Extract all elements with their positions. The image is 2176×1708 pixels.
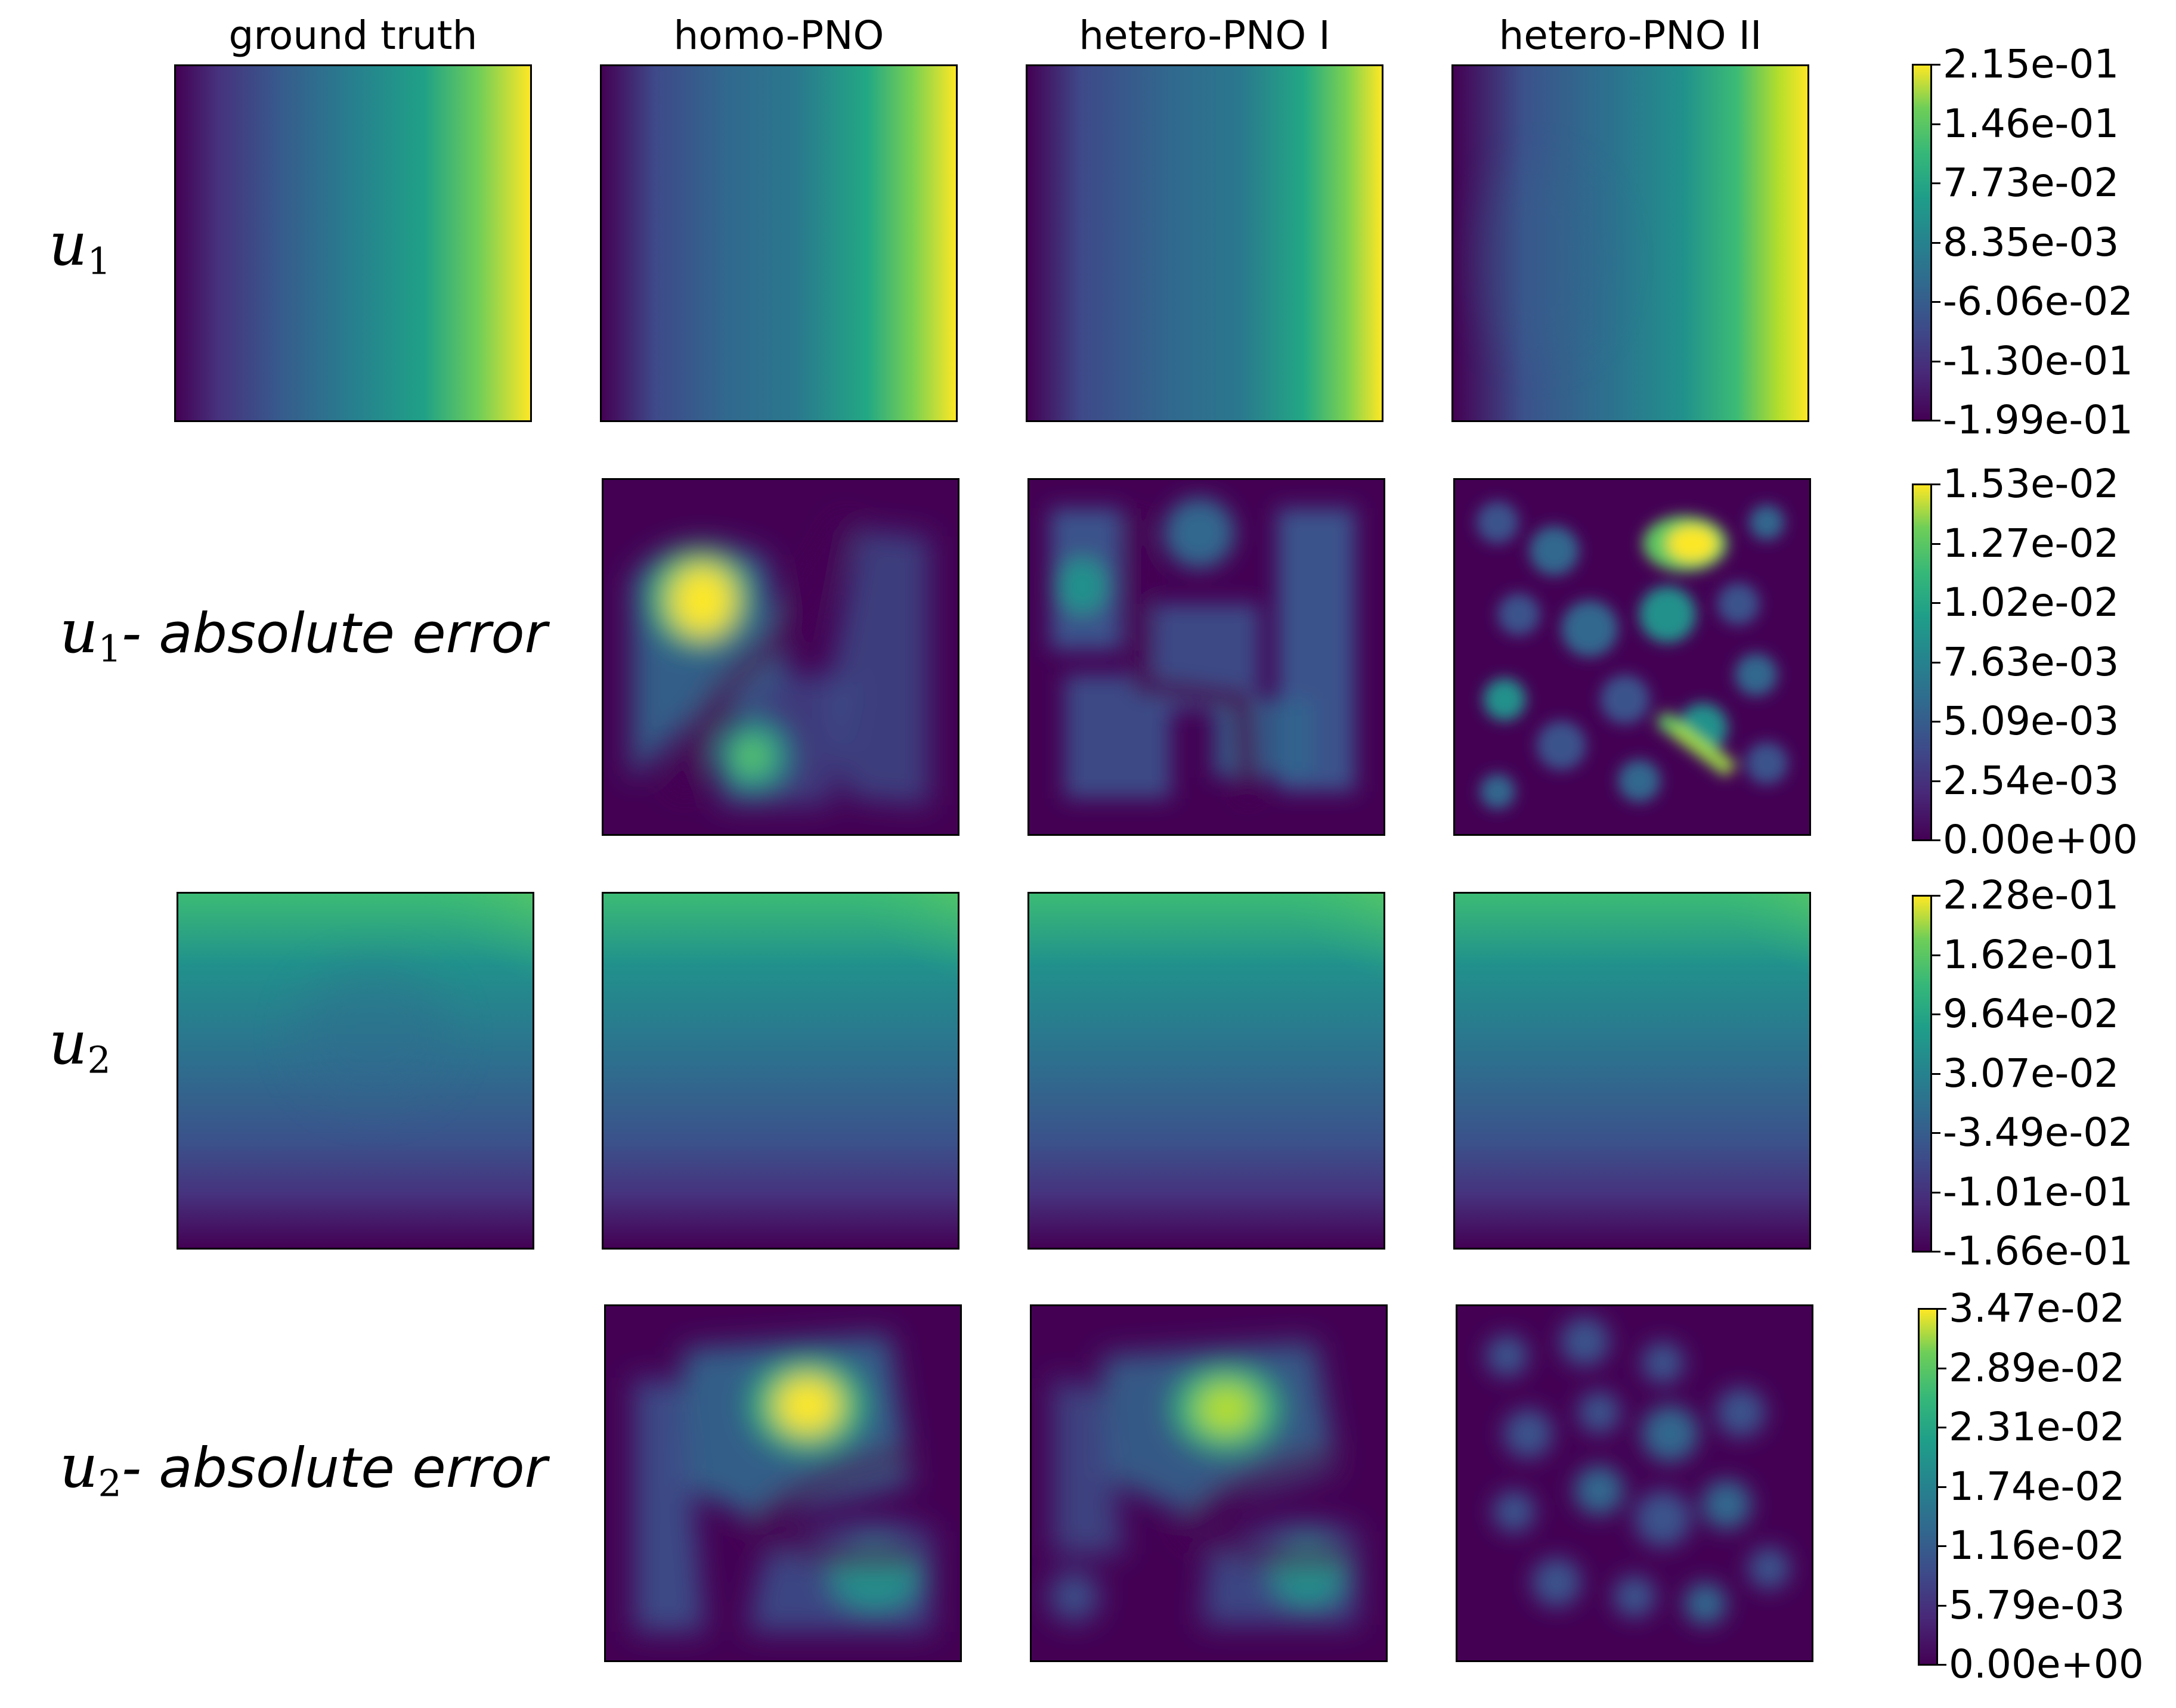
colorbar-tick [1938, 1545, 1946, 1547]
colorbar-tick-label: -3.49e-02 [1943, 1109, 2134, 1155]
colorbar-tick [1932, 1132, 1940, 1134]
colorbar-tick-label: -6.06e-02 [1943, 278, 2134, 324]
colorbar-tick-label: 1.16e-02 [1949, 1523, 2125, 1568]
colorbar-tick-label: 5.79e-03 [1949, 1582, 2125, 1628]
heatmap-u1-error-hetero-pno-ii [1453, 478, 1811, 836]
column-title-homo-pno: homo-PNO [673, 13, 884, 58]
colorbar-tick-label: 8.35e-03 [1943, 219, 2119, 265]
colorbar-tick-label: 1.53e-02 [1943, 461, 2119, 507]
colorbar-tick-label: 9.64e-02 [1943, 991, 2119, 1037]
colorbar-tick-label: -1.30e-01 [1943, 337, 2134, 384]
heatmap-u1-homo-pno [600, 64, 958, 422]
column-title-ground-truth: ground truth [228, 13, 478, 58]
colorbar-tick [1932, 123, 1940, 125]
colorbar-tick [1932, 895, 1940, 897]
colorbar-tick [1932, 1251, 1940, 1253]
colorbar-tick [1932, 543, 1940, 545]
heatmap-u2-ground-truth [177, 892, 534, 1250]
colorbar-tick [1938, 1664, 1946, 1666]
heatmap-u2-hetero-pno-i [1027, 892, 1385, 1250]
heatmap-u1-error-hetero-pno-i [1027, 478, 1385, 836]
colorbar-tick-label: 2.15e-01 [1943, 41, 2119, 87]
heatmap-u2-error-homo-pno [604, 1304, 962, 1662]
colorbar-tick-label: 0.00e+00 [1949, 1641, 2144, 1687]
colorbar-u1-error [1912, 483, 1932, 841]
colorbar-tick [1938, 1367, 1946, 1369]
colorbar-u1 [1912, 64, 1932, 421]
colorbar-tick-label: 1.27e-02 [1943, 520, 2119, 566]
colorbar-tick-label: 3.47e-02 [1949, 1285, 2125, 1331]
heatmap-u2-error-hetero-pno-ii [1456, 1304, 1813, 1662]
colorbar-tick [1932, 483, 1940, 485]
heatmap-u1-hetero-pno-i [1026, 64, 1383, 422]
colorbar-u2-error [1918, 1308, 1938, 1666]
colorbar-tick-label: 7.73e-02 [1943, 160, 2119, 206]
row-label-u2: u2 [49, 1008, 111, 1082]
column-title-hetero-pno-ii: hetero-PNO II [1499, 13, 1762, 58]
colorbar-tick-label: 7.63e-03 [1943, 638, 2119, 685]
colorbar-tick-label: 5.09e-03 [1943, 698, 2119, 744]
colorbar-tick [1932, 420, 1940, 421]
colorbar-tick [1932, 1013, 1940, 1015]
colorbar-tick [1932, 721, 1940, 723]
heatmap-u1-error-homo-pno [602, 478, 959, 836]
colorbar-tick [1932, 602, 1940, 604]
colorbar-tick-label: 1.74e-02 [1949, 1463, 2125, 1509]
colorbar-tick-label: 2.89e-02 [1949, 1344, 2125, 1391]
colorbar-tick [1938, 1308, 1946, 1310]
colorbar-tick-label: 1.46e-01 [1943, 100, 2119, 147]
column-title-hetero-pno-i: hetero-PNO I [1079, 13, 1330, 58]
colorbar-tick [1938, 1427, 1946, 1428]
colorbar-tick-label: 1.02e-02 [1943, 579, 2119, 625]
colorbar-tick [1932, 839, 1940, 841]
colorbar-tick [1932, 241, 1940, 244]
heatmap-u1-ground-truth [174, 64, 532, 422]
colorbar-tick-label: 2.54e-03 [1943, 757, 2119, 804]
colorbar-tick-label: 1.62e-01 [1943, 931, 2119, 978]
colorbar-tick [1938, 1486, 1946, 1488]
colorbar-tick [1932, 780, 1940, 782]
colorbar-tick-label: -1.01e-01 [1943, 1168, 2134, 1215]
colorbar-tick [1932, 182, 1940, 184]
colorbar-tick [1932, 1072, 1940, 1075]
heatmap-u1-hetero-pno-ii [1451, 64, 1809, 422]
colorbar-tick [1932, 360, 1940, 362]
colorbar-u2 [1912, 895, 1932, 1253]
colorbar-tick-label: 0.00e+00 [1943, 817, 2138, 863]
colorbar-tick [1938, 1604, 1946, 1607]
colorbar-tick-label: -1.66e-01 [1943, 1228, 2134, 1274]
row-label-u1-error: u1- absolute error [60, 597, 547, 671]
colorbar-tick-label: 2.31e-02 [1949, 1404, 2125, 1450]
colorbar-tick [1932, 954, 1940, 956]
colorbar-tick-label: 2.28e-01 [1943, 872, 2119, 918]
colorbar-tick [1932, 301, 1940, 303]
heatmap-u2-hetero-pno-ii [1453, 892, 1811, 1250]
row-label-u2-error: u2- absolute error [60, 1431, 547, 1505]
row-label-u1: u1 [49, 209, 111, 283]
colorbar-tick-label: -1.99e-01 [1943, 397, 2134, 443]
heatmap-u2-homo-pno [602, 892, 959, 1250]
colorbar-tick [1932, 64, 1940, 66]
heatmap-u2-error-hetero-pno-i [1030, 1304, 1388, 1662]
colorbar-tick-label: 3.07e-02 [1943, 1050, 2119, 1096]
colorbar-tick [1932, 1191, 1940, 1194]
colorbar-tick [1932, 661, 1940, 664]
